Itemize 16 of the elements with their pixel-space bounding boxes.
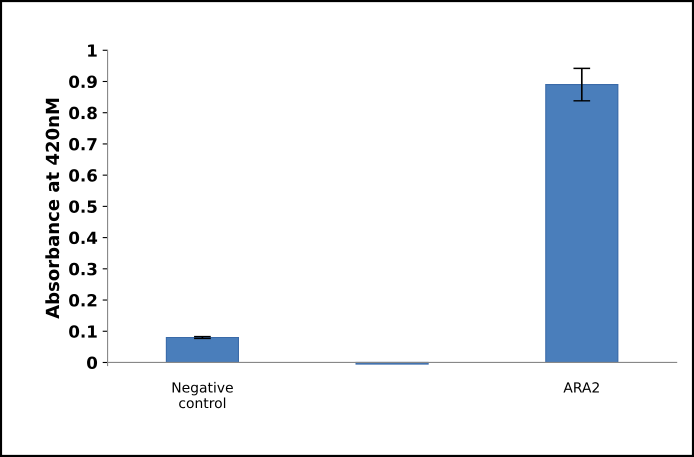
bar bbox=[166, 336, 240, 364]
y-axis-title: Absorbance at 420nM bbox=[45, 98, 60, 319]
y-tick-label: 0.2 bbox=[69, 294, 96, 307]
y-tick-label: 0.6 bbox=[69, 169, 97, 182]
y-tick-label: 0.3 bbox=[69, 262, 97, 276]
y-tick-label: 0.8 bbox=[69, 106, 97, 120]
y-tick-label: 0.9 bbox=[69, 75, 97, 88]
x-tick-label: ARA2 bbox=[563, 382, 599, 392]
x-tick-label: Negative control bbox=[172, 382, 233, 408]
y-tick-label: 0.1 bbox=[69, 325, 97, 338]
bar bbox=[545, 84, 618, 364]
y-tick-label: 0.4 bbox=[69, 232, 98, 244]
y-tick-label: 0.7 bbox=[69, 138, 97, 150]
y-tick-label: 1 bbox=[88, 44, 97, 57]
y-tick-label: 0 bbox=[87, 356, 98, 370]
y-tick-label: 0.5 bbox=[69, 200, 97, 213]
